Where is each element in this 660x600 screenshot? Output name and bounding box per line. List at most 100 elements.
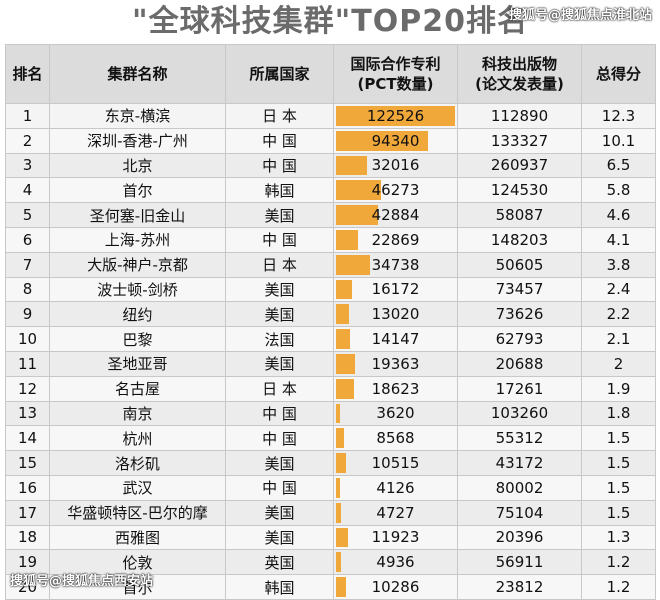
pct-bar <box>336 130 428 151</box>
table-body: 1 东京-横滨日 本 122526 112890 12.3 2 深圳-香港-广州中 国 943… <box>5 103 656 600</box>
cell-score: 1.8 <box>581 400 656 427</box>
pct-value: 94340 <box>371 131 420 150</box>
pct-value: 8568 <box>376 429 415 448</box>
table-row: 15 洛杉矶 美国 10515 43172 1.5 <box>5 450 656 476</box>
pct-value: 3620 <box>376 404 415 423</box>
cell-country: 韩国 <box>225 177 334 204</box>
pct-value: 10515 <box>371 454 420 473</box>
pct-bar <box>336 552 341 573</box>
cell-pub: 75104 <box>457 499 582 526</box>
cell-pub: 50605 <box>457 251 582 278</box>
cell-country: 美国 <box>225 350 334 377</box>
cell-pct: 13020 <box>333 301 458 328</box>
table-row: 18 西雅图 美国 11923 20396 1.3 <box>5 524 656 551</box>
cell-score: 2.1 <box>581 326 656 352</box>
header-pct-line1: 国际合作专利 <box>350 55 441 73</box>
cell-score: 1.3 <box>581 524 656 551</box>
pct-bar <box>336 155 368 176</box>
cell-name: 南京 <box>49 400 226 427</box>
cell-name: 圣何塞-旧金山 <box>49 202 226 228</box>
table-row: 5 圣何塞-旧金山 美国 42884 58087 4.6 <box>5 202 656 228</box>
table-row: 4 首尔 韩国 46273 124530 5.8 <box>5 177 656 204</box>
cell-rank: 13 <box>5 400 50 427</box>
header-pct: 国际合作专利 (PCT数量) <box>333 44 458 104</box>
cell-score: 2.4 <box>581 276 656 303</box>
pct-bar <box>336 304 349 325</box>
cell-score: 3.8 <box>581 251 656 278</box>
cell-rank: 3 <box>5 152 50 179</box>
pct-value: 18623 <box>371 379 420 398</box>
cell-rank: 7 <box>5 251 50 278</box>
cell-rank: 19 <box>5 549 50 576</box>
cell-score: 1.9 <box>581 375 656 402</box>
header-score: 总得分 <box>581 44 656 104</box>
cell-name: 纽约 <box>49 301 226 328</box>
cell-score: 2.2 <box>581 301 656 328</box>
cell-pub: 23812 <box>457 574 582 600</box>
pct-bar <box>336 279 352 300</box>
cell-rank: 17 <box>5 499 50 526</box>
pct-value: 4126 <box>376 478 415 497</box>
table-row: 14 杭州中 国 8568 55312 1.5 <box>5 425 656 452</box>
cell-pct: 8568 <box>333 425 458 452</box>
cell-pct: 10286 <box>333 574 458 600</box>
cell-name: 华盛顿特区-巴尔的摩 <box>49 499 226 526</box>
cell-score: 1.5 <box>581 499 656 526</box>
cell-pct: 10515 <box>333 450 458 476</box>
header-pub: 科技出版物 (论文发表量) <box>457 44 582 104</box>
cell-score: 10.1 <box>581 127 656 154</box>
ranking-table: 排名 集群名称 所属国家 国际合作专利 (PCT数量) 科技出版物 (论文发表量… <box>5 44 656 600</box>
cell-country: 法国 <box>225 326 334 352</box>
watermark-top: 搜狐号@搜狐焦点淮北站 <box>508 8 652 23</box>
cell-pct: 42884 <box>333 202 458 228</box>
cell-pub: 112890 <box>457 103 582 129</box>
pct-value: 22869 <box>371 230 420 249</box>
table-row: 7 大版-神户-京都日 本 34738 50605 3.8 <box>5 251 656 278</box>
cell-score: 4.1 <box>581 226 656 253</box>
cell-rank: 1 <box>5 103 50 129</box>
cell-country: 美国 <box>225 450 334 476</box>
cell-score: 5.8 <box>581 177 656 204</box>
cell-country: 美国 <box>225 202 334 228</box>
table-row: 2 深圳-香港-广州中 国 94340 133327 10.1 <box>5 127 656 154</box>
pct-value: 32016 <box>371 156 420 175</box>
cell-score: 1.5 <box>581 474 656 501</box>
pct-bar <box>336 403 340 424</box>
cell-rank: 16 <box>5 474 50 501</box>
pct-value: 13020 <box>371 305 420 324</box>
cell-country: 日 本 <box>225 375 334 402</box>
pct-bar <box>336 453 347 473</box>
cell-rank: 6 <box>5 226 50 253</box>
cell-name: 巴黎 <box>49 326 226 352</box>
cell-pct: 18623 <box>333 375 458 402</box>
cell-score: 2 <box>581 350 656 377</box>
cell-name: 深圳-香港-广州 <box>49 127 226 154</box>
cell-score: 4.6 <box>581 202 656 228</box>
cell-country: 美国 <box>225 499 334 526</box>
cell-rank: 12 <box>5 375 50 402</box>
cell-pub: 56911 <box>457 549 582 576</box>
cell-pub: 124530 <box>457 177 582 204</box>
cell-pub: 58087 <box>457 202 582 228</box>
pct-bar <box>336 477 340 498</box>
header-name: 集群名称 <box>49 44 226 104</box>
page-title: "全球科技集群"TOP20排名 <box>132 4 528 39</box>
pct-value: 11923 <box>371 528 420 547</box>
cell-pub: 73457 <box>457 276 582 303</box>
cell-country: 日 本 <box>225 103 334 129</box>
cell-pct: 4126 <box>333 474 458 501</box>
cell-rank: 2 <box>5 127 50 154</box>
cell-pub: 62793 <box>457 326 582 352</box>
pct-bar <box>336 180 381 201</box>
table-row: 17 华盛顿特区-巴尔的摩 美国 4727 75104 1.5 <box>5 499 656 526</box>
pct-bar <box>336 527 348 548</box>
table-row: 3 北京中 国 32016 260937 6.5 <box>5 152 656 179</box>
cell-name: 首尔 <box>49 177 226 204</box>
pct-bar <box>336 378 355 399</box>
cell-pub: 133327 <box>457 127 582 154</box>
cell-rank: 11 <box>5 350 50 377</box>
pct-value: 4936 <box>376 553 415 572</box>
cell-name: 西雅图 <box>49 524 226 551</box>
cell-score: 6.5 <box>581 152 656 179</box>
pct-bar <box>336 229 359 250</box>
